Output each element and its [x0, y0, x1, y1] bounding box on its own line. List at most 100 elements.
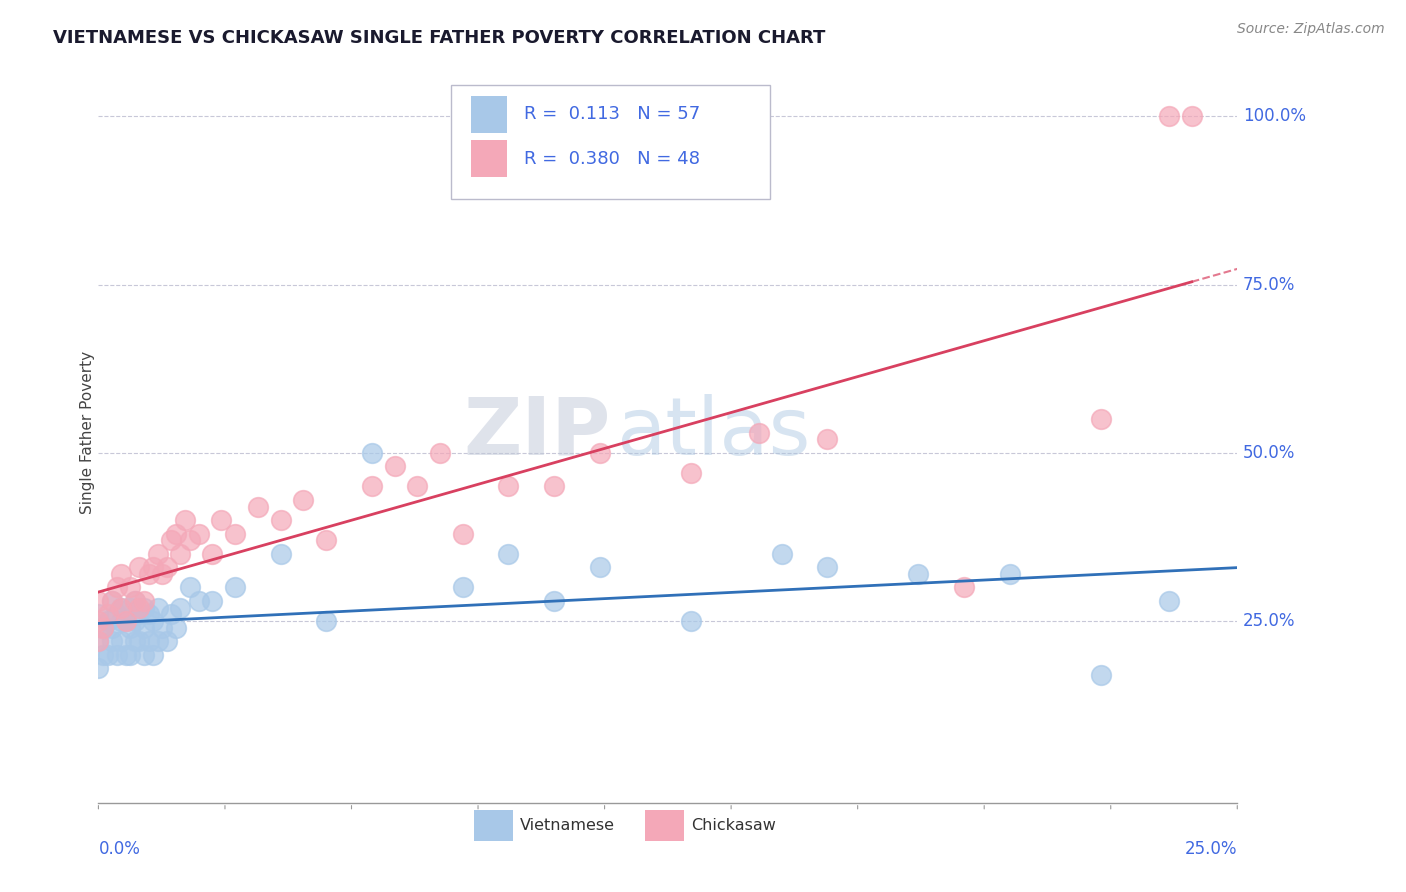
Point — [142, 560, 165, 574]
Point — [179, 533, 201, 548]
Point — [150, 566, 173, 581]
Point — [156, 560, 179, 574]
Point — [815, 433, 838, 447]
Point — [87, 634, 110, 648]
Point — [128, 560, 150, 574]
Point — [1157, 109, 1180, 123]
Point — [748, 425, 770, 440]
Point — [201, 594, 224, 608]
Point — [1181, 109, 1204, 123]
Point — [96, 648, 118, 662]
FancyBboxPatch shape — [451, 85, 770, 200]
Text: R =  0.380   N = 48: R = 0.380 N = 48 — [524, 150, 700, 168]
Point — [270, 513, 292, 527]
Point — [498, 479, 520, 493]
Point — [160, 533, 183, 548]
Point — [142, 614, 165, 628]
Point — [105, 581, 128, 595]
Point — [292, 492, 315, 507]
Point — [815, 560, 838, 574]
Point — [87, 594, 110, 608]
Point — [360, 479, 382, 493]
Point — [270, 547, 292, 561]
Bar — [645, 810, 683, 841]
Text: R =  0.113   N = 57: R = 0.113 N = 57 — [524, 105, 700, 123]
Point — [679, 614, 702, 628]
Point — [124, 594, 146, 608]
Text: 50.0%: 50.0% — [1243, 444, 1295, 462]
Point — [120, 600, 142, 615]
Point — [429, 446, 451, 460]
Point — [105, 607, 128, 622]
Point — [998, 566, 1021, 581]
Point — [124, 634, 146, 648]
Point — [120, 621, 142, 635]
Point — [124, 594, 146, 608]
Point — [87, 661, 110, 675]
Point — [132, 600, 155, 615]
Point — [169, 600, 191, 615]
Point — [224, 526, 246, 541]
Point — [87, 614, 110, 628]
Point — [120, 581, 142, 595]
Point — [201, 547, 224, 561]
Point — [150, 621, 173, 635]
Point — [110, 566, 132, 581]
Point — [543, 594, 565, 608]
Point — [132, 594, 155, 608]
Point — [105, 648, 128, 662]
Point — [165, 526, 187, 541]
Point — [110, 600, 132, 615]
Point — [1157, 594, 1180, 608]
Text: 25.0%: 25.0% — [1185, 840, 1237, 858]
Y-axis label: Single Father Poverty: Single Father Poverty — [80, 351, 94, 514]
Point — [120, 648, 142, 662]
Point — [588, 446, 610, 460]
Text: ZIP: ZIP — [464, 393, 612, 472]
Point — [128, 607, 150, 622]
Point — [498, 547, 520, 561]
Point — [169, 547, 191, 561]
Point — [451, 581, 474, 595]
Point — [406, 479, 429, 493]
Point — [114, 648, 136, 662]
Point — [101, 634, 124, 648]
Point — [110, 614, 132, 628]
Point — [114, 614, 136, 628]
Bar — [471, 95, 508, 133]
Point — [91, 621, 114, 635]
Text: Vietnamese: Vietnamese — [520, 818, 614, 833]
Point — [146, 634, 169, 648]
Point — [187, 594, 209, 608]
Point — [101, 621, 124, 635]
Point — [146, 547, 169, 561]
Point — [160, 607, 183, 622]
Point — [146, 600, 169, 615]
Bar — [474, 810, 513, 841]
Point — [101, 594, 124, 608]
Point — [1090, 412, 1112, 426]
Point — [132, 648, 155, 662]
Point — [543, 479, 565, 493]
Point — [138, 607, 160, 622]
Point — [174, 513, 197, 527]
Point — [142, 648, 165, 662]
Text: 100.0%: 100.0% — [1243, 107, 1306, 125]
Point — [96, 614, 118, 628]
Text: Chickasaw: Chickasaw — [690, 818, 776, 833]
Point — [138, 634, 160, 648]
Point — [91, 648, 114, 662]
Point — [953, 581, 976, 595]
Point — [1090, 668, 1112, 682]
Text: VIETNAMESE VS CHICKASAW SINGLE FATHER POVERTY CORRELATION CHART: VIETNAMESE VS CHICKASAW SINGLE FATHER PO… — [53, 29, 825, 47]
Point — [91, 621, 114, 635]
Point — [360, 446, 382, 460]
Bar — [471, 140, 508, 178]
Point — [315, 614, 337, 628]
Point — [588, 560, 610, 574]
Text: 25.0%: 25.0% — [1243, 612, 1295, 630]
Point — [209, 513, 232, 527]
Point — [770, 547, 793, 561]
Point — [114, 614, 136, 628]
Point — [246, 500, 269, 514]
